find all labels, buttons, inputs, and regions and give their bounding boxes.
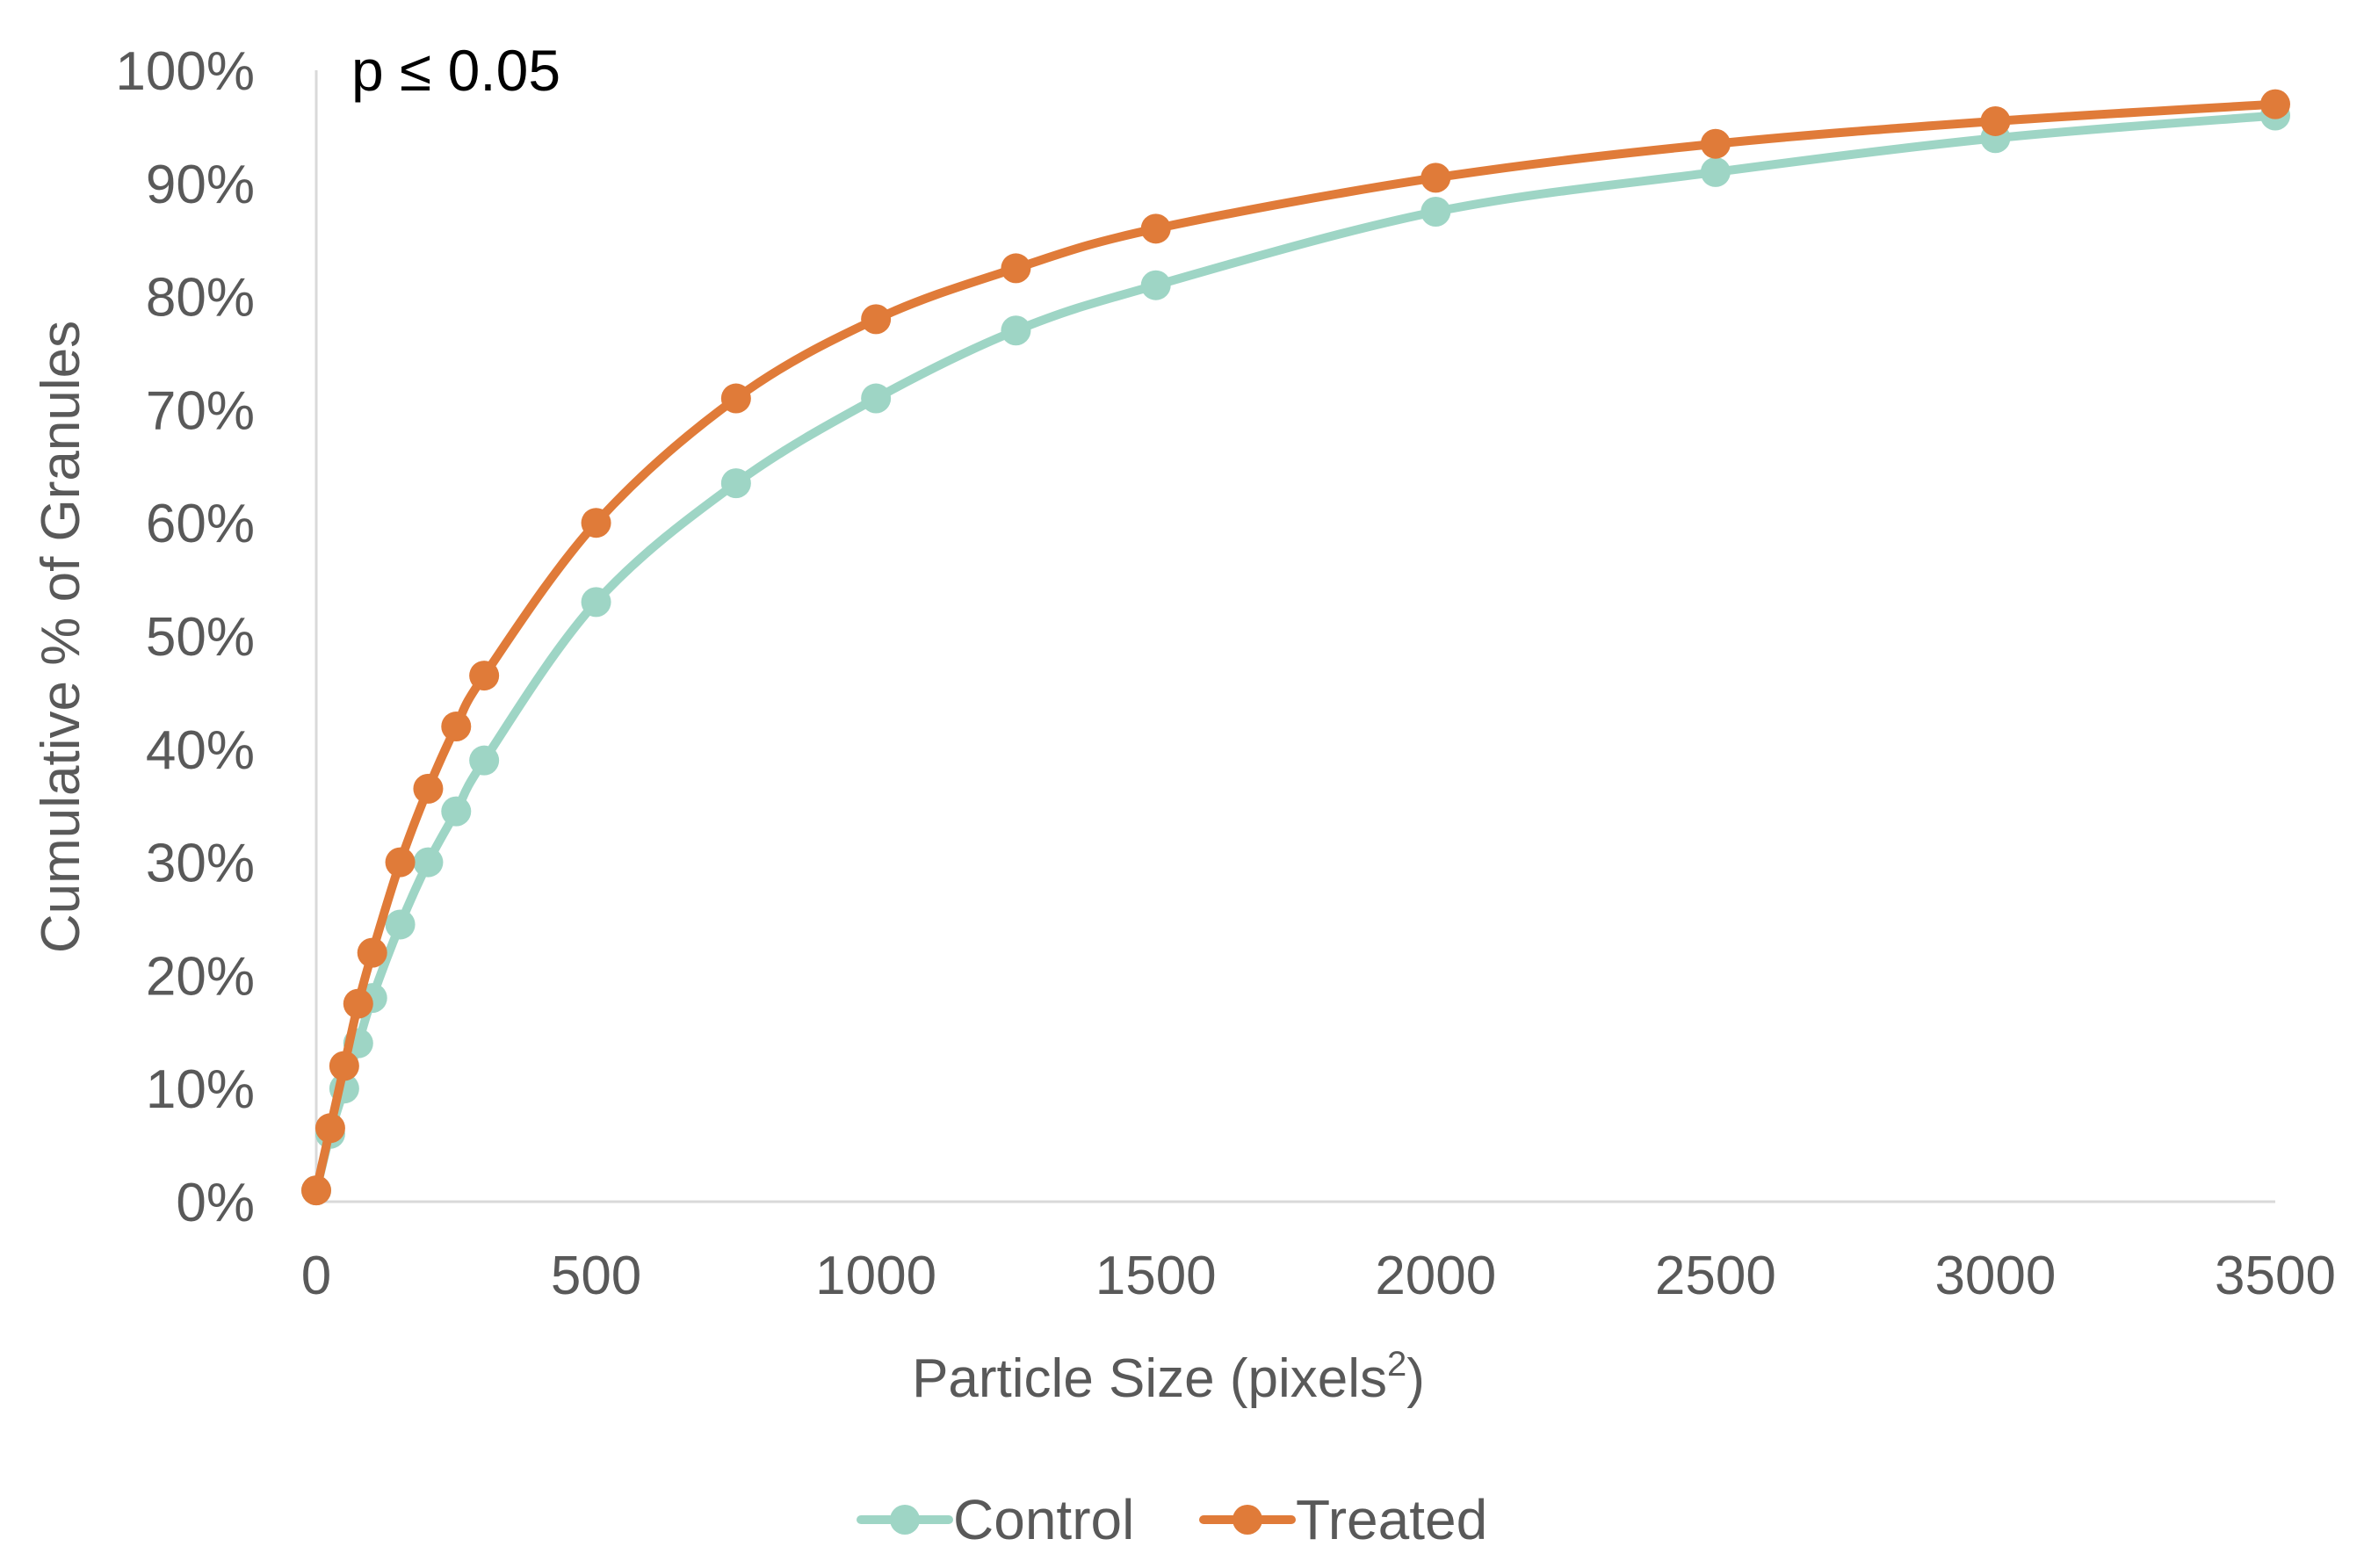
y-tick-label: 80% bbox=[146, 268, 255, 329]
data-point-control bbox=[861, 383, 892, 414]
y-tick-label: 0% bbox=[176, 1173, 255, 1233]
series-control bbox=[301, 100, 2290, 1206]
data-point-control bbox=[1421, 197, 1451, 227]
data-point-control bbox=[1001, 315, 1031, 346]
y-tick-label: 50% bbox=[146, 607, 255, 668]
data-point-treated bbox=[861, 304, 892, 335]
data-point-treated bbox=[1980, 105, 2011, 136]
y-axis-title: Cumulative % of Granules bbox=[31, 321, 91, 953]
x-axis-title-superscript: 2 bbox=[1387, 1345, 1406, 1384]
data-point-treated bbox=[413, 773, 444, 804]
y-tick-label: 40% bbox=[146, 720, 255, 781]
y-axis: 0% 10% 20% 30% 40% 50% 60% 70% 80% 90% 100% bbox=[115, 41, 318, 1233]
data-point-treated bbox=[329, 1051, 359, 1081]
data-point-control bbox=[469, 745, 500, 776]
legend: Control Treated bbox=[857, 1488, 1487, 1551]
data-point-control bbox=[441, 796, 472, 827]
data-point-control bbox=[1700, 156, 1731, 187]
series-line-treated bbox=[312, 99, 2280, 1196]
data-point-control bbox=[720, 468, 751, 499]
series-line-control bbox=[312, 111, 2280, 1196]
data-point-treated bbox=[385, 847, 416, 878]
significance-annotation: p ≤ 0.05 bbox=[351, 38, 560, 103]
x-axis-title: Particle Size (pixels2) bbox=[912, 1345, 1425, 1409]
data-point-treated bbox=[1700, 128, 1731, 159]
legend-item-treated: Treated bbox=[1199, 1488, 1487, 1551]
y-tick-label: 70% bbox=[146, 380, 255, 441]
data-point-treated bbox=[581, 508, 611, 538]
legend-item-control: Control bbox=[857, 1488, 1134, 1551]
x-tick-label: 500 bbox=[551, 1246, 641, 1306]
x-axis-title-close: ) bbox=[1406, 1348, 1425, 1409]
y-tick-label: 90% bbox=[146, 155, 255, 215]
data-point-treated bbox=[1421, 163, 1451, 193]
x-tick-label: 3500 bbox=[2215, 1246, 2336, 1306]
data-point-control bbox=[581, 587, 611, 618]
data-point-treated bbox=[1001, 253, 1031, 284]
legend-control-marker bbox=[890, 1505, 920, 1535]
data-point-treated bbox=[720, 383, 751, 414]
data-point-treated bbox=[1140, 213, 1171, 244]
data-point-treated bbox=[357, 937, 387, 968]
series-treated bbox=[301, 89, 2290, 1206]
y-tick-label: 60% bbox=[146, 494, 255, 554]
data-point-control bbox=[1140, 270, 1171, 300]
data-point-treated bbox=[469, 661, 500, 691]
y-tick-label: 10% bbox=[146, 1059, 255, 1120]
data-point-treated bbox=[314, 1113, 345, 1144]
x-tick-label: 1000 bbox=[815, 1246, 936, 1306]
data-point-treated bbox=[441, 712, 472, 742]
series-layer bbox=[301, 89, 2290, 1206]
x-tick-label: 2500 bbox=[1655, 1246, 1776, 1306]
x-axis: 0 500 1000 1500 2000 2500 3000 3500 bbox=[301, 1200, 2336, 1306]
data-point-treated bbox=[301, 1175, 331, 1206]
x-axis-title-main: Particle Size (pixels bbox=[912, 1348, 1387, 1409]
data-point-control bbox=[413, 847, 444, 878]
data-point-treated bbox=[343, 988, 373, 1019]
y-tick-label: 100% bbox=[115, 41, 255, 102]
data-point-control bbox=[385, 909, 416, 940]
x-tick-label: 0 bbox=[301, 1246, 331, 1306]
x-tick-label: 3000 bbox=[1934, 1246, 2056, 1306]
data-point-treated bbox=[2260, 89, 2290, 119]
x-tick-label: 2000 bbox=[1375, 1246, 1496, 1306]
y-tick-label: 30% bbox=[146, 834, 255, 894]
legend-treated-label: Treated bbox=[1296, 1488, 1487, 1551]
y-tick-label: 20% bbox=[146, 946, 255, 1007]
x-tick-label: 1500 bbox=[1095, 1246, 1217, 1306]
legend-treated-marker bbox=[1233, 1505, 1262, 1535]
legend-control-label: Control bbox=[953, 1488, 1134, 1551]
